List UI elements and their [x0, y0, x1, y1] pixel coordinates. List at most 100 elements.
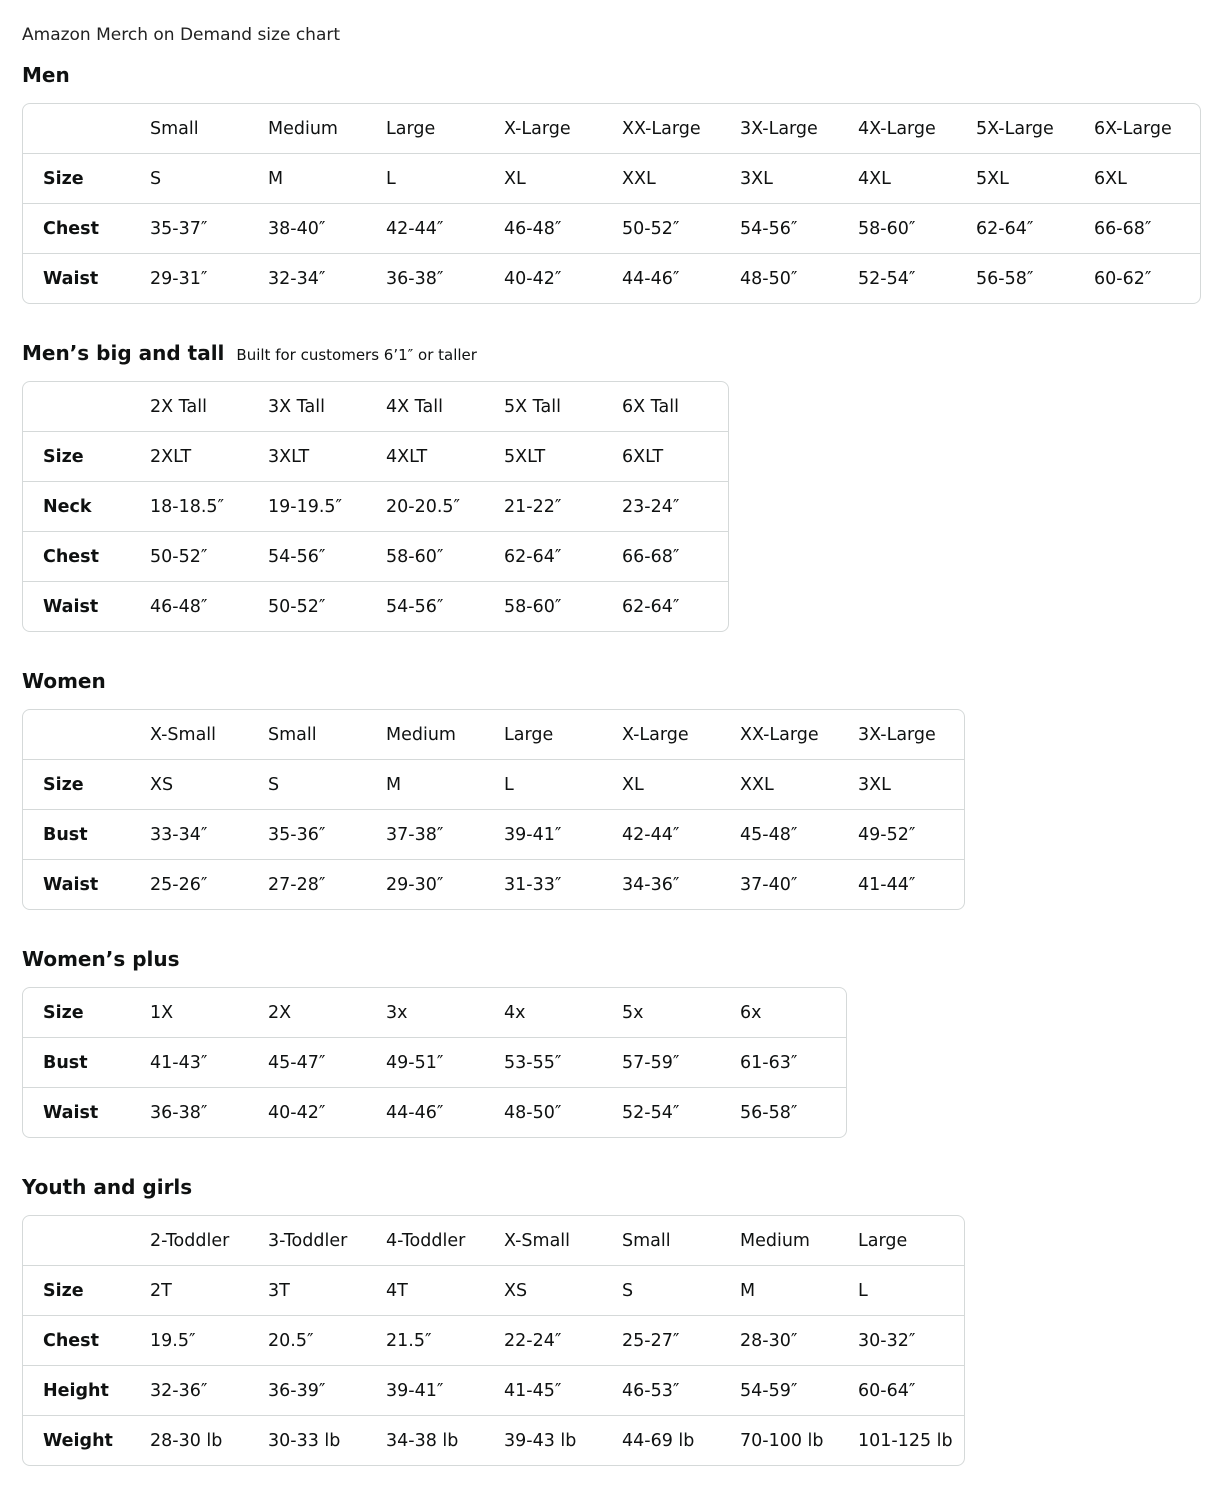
section-title: Men’s big and tall — [22, 341, 225, 365]
column-header: 5X-Large — [976, 118, 1054, 139]
table-row-size: Size 2T 3T 4T XS S M L — [23, 1265, 964, 1315]
row-label: Bust — [23, 809, 150, 859]
table-row-size: Size XS S M L XL XXL 3XL — [23, 759, 964, 809]
column-header: 4X Tall — [386, 396, 443, 417]
column-header: 5X Tall — [504, 396, 561, 417]
table-cell: 6x — [740, 1002, 762, 1023]
column-header: Small — [150, 118, 199, 139]
column-header: Medium — [386, 724, 456, 745]
row-label: Size — [23, 431, 150, 481]
table-row-waist: Waist 46-48″ 50-52″ 54-56″ 58-60″ 62-64″ — [23, 581, 728, 631]
column-header: 6X-Large — [1094, 118, 1172, 139]
column-header: 3-Toddler — [268, 1230, 348, 1251]
table-row-chest: Chest 19.5″ 20.5″ 21.5″ 22-24″ 25-27″ 28-30″ 30… — [23, 1315, 964, 1365]
table-cell: 44-46″ — [622, 253, 740, 303]
men-size-table: Small Medium Large X-Large XX-Large 3X-Large 4… — [22, 103, 1201, 304]
table-cell: XXL — [622, 153, 740, 203]
table-cell: XS — [504, 1265, 622, 1315]
table-cell: 28-30″ — [740, 1315, 858, 1365]
table-cell: 49-52″ — [858, 809, 964, 859]
table-cell: 6XL — [1094, 153, 1200, 203]
table-header-row: Small Medium Large X-Large XX-Large 3X-Large 4… — [23, 104, 1200, 153]
table-cell: 28-30 lb — [150, 1415, 268, 1465]
table-cell: 2T — [150, 1265, 268, 1315]
table-cell: M — [268, 153, 386, 203]
table-cell: 20-20.5″ — [386, 481, 504, 531]
table-row-height: Height 32-36″ 36-39″ 39-41″ 41-45″ 46-53″ 54-5… — [23, 1365, 964, 1415]
table-cell: 58-60″ — [504, 581, 622, 631]
row-label — [23, 104, 150, 153]
section-title: Youth and girls — [22, 1175, 193, 1199]
column-header: X-Large — [504, 118, 571, 139]
section-title: Women’s plus — [22, 947, 180, 971]
table-cell: 29-30″ — [386, 859, 504, 909]
table-cell: 54-56″ — [740, 203, 858, 253]
table-cell: 37-38″ — [386, 809, 504, 859]
table-cell: 52-54″ — [858, 253, 976, 303]
document-title: Amazon Merch on Demand size chart — [22, 25, 341, 45]
row-label: Weight — [23, 1415, 150, 1465]
table-cell: L — [504, 759, 622, 809]
column-header: 6X Tall — [622, 396, 679, 417]
table-cell: 34-36″ — [622, 859, 740, 909]
table-cell: 19-19.5″ — [268, 481, 386, 531]
table-row-bust: Bust 33-34″ 35-36″ 37-38″ 39-41″ 42-44″ 45-48″… — [23, 809, 964, 859]
women-size-table: X-Small Small Medium Large X-Large XX-Large 3X… — [22, 709, 965, 910]
column-header: Small — [268, 724, 317, 745]
size-chart-page: Amazon Merch on Demand size chart Men Sma… — [22, 25, 1201, 1466]
table-cell: 54-56″ — [386, 581, 504, 631]
table-cell: 35-36″ — [268, 809, 386, 859]
table-header-row: 2X Tall 3X Tall 4X Tall 5X Tall 6X Tall — [23, 382, 728, 431]
row-label: Chest — [23, 531, 150, 581]
table-cell: 30-32″ — [858, 1315, 964, 1365]
table-cell: S — [268, 759, 386, 809]
table-row-size: Size 2XLT 3XLT 4XLT 5XLT 6XLT — [23, 431, 728, 481]
table-cell: 50-52″ — [622, 203, 740, 253]
table-cell: 40-42″ — [504, 253, 622, 303]
table-cell: 57-59″ — [622, 1037, 740, 1087]
column-header: X-Small — [504, 1230, 571, 1251]
row-label: Waist — [23, 1087, 150, 1137]
table-cell: 36-38″ — [386, 253, 504, 303]
row-label — [23, 710, 150, 759]
row-label — [23, 1216, 150, 1265]
table-cell: 22-24″ — [504, 1315, 622, 1365]
table-cell: 3x — [386, 1002, 408, 1023]
table-cell: 2X — [268, 1002, 292, 1023]
table-cell: 33-34″ — [150, 809, 268, 859]
column-header: 3X-Large — [858, 724, 936, 745]
section-title: Men — [22, 63, 70, 87]
table-cell: 40-42″ — [268, 1087, 386, 1137]
table-cell: 46-48″ — [150, 581, 268, 631]
table-row-weight: Weight 28-30 lb 30-33 lb 34-38 lb 39-43 lb 44… — [23, 1415, 964, 1465]
table-cell: L — [858, 1265, 964, 1315]
table-cell: 54-56″ — [268, 531, 386, 581]
column-header: 2X Tall — [150, 396, 207, 417]
table-cell: 56-58″ — [976, 253, 1094, 303]
row-label — [23, 382, 150, 431]
table-cell: 101-125 lb — [858, 1415, 964, 1465]
table-cell: 42-44″ — [386, 203, 504, 253]
row-label: Waist — [23, 253, 150, 303]
column-header: 2-Toddler — [150, 1230, 230, 1251]
table-cell: 5x — [622, 1002, 644, 1023]
table-cell: 32-34″ — [268, 253, 386, 303]
table-cell: 19.5″ — [150, 1315, 268, 1365]
row-label: Height — [23, 1365, 150, 1415]
table-cell: 53-55″ — [504, 1037, 622, 1087]
column-header: Large — [386, 118, 436, 139]
table-cell: 37-40″ — [740, 859, 858, 909]
table-row-waist: Waist 25-26″ 27-28″ 29-30″ 31-33″ 34-36″ 37-40… — [23, 859, 964, 909]
row-label: Waist — [23, 859, 150, 909]
column-header: Large — [504, 724, 554, 745]
table-cell: 46-53″ — [622, 1365, 740, 1415]
table-cell: 49-51″ — [386, 1037, 504, 1087]
table-cell: 21-22″ — [504, 481, 622, 531]
table-cell: 62-64″ — [504, 531, 622, 581]
row-label: Neck — [23, 481, 150, 531]
table-cell: S — [622, 1265, 740, 1315]
table-cell: 61-63″ — [740, 1037, 846, 1087]
table-cell: 60-62″ — [1094, 253, 1200, 303]
table-cell: XS — [150, 759, 268, 809]
table-row-size: Size S M L XL XXL 3XL 4XL 5XL 6XL — [23, 153, 1200, 203]
